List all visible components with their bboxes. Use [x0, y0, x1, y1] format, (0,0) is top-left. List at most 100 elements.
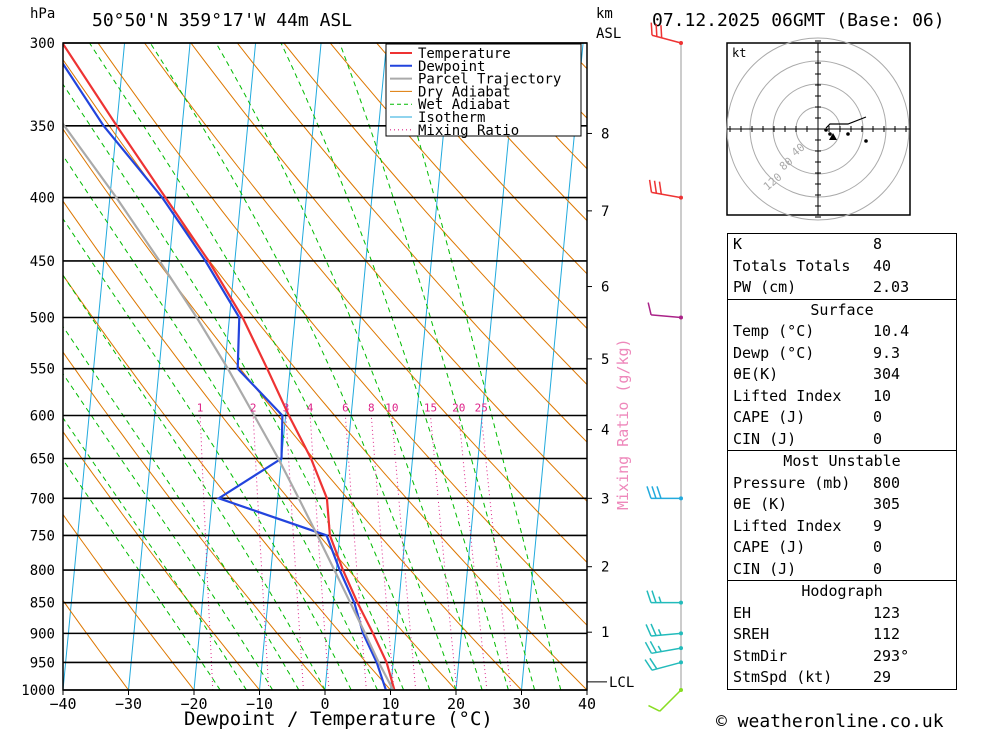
- pressure-tick-label: 1000: [21, 683, 55, 699]
- height-tick-label: 8: [601, 126, 609, 142]
- wind-barb: [648, 179, 683, 200]
- hodograph-point: [864, 139, 868, 143]
- pressure-tick-label: 550: [30, 362, 55, 378]
- pressure-tick-label: 950: [30, 655, 55, 671]
- legend-entry: Mixing Ratio: [418, 123, 519, 139]
- wind-barb-flag: [647, 302, 652, 316]
- isotherm-line: [390, 43, 453, 690]
- mixing-ratio-tick-label: 10: [385, 401, 398, 414]
- pressure-tick-label: 500: [30, 311, 55, 327]
- x-tick-label: −10: [246, 695, 273, 713]
- index-row: θE(K) 304: [733, 365, 901, 383]
- wind-barb-flag: [650, 22, 653, 36]
- isotherm-line: [455, 43, 519, 690]
- wind-barb: [644, 657, 683, 671]
- pressure-tick-label: 800: [30, 563, 55, 579]
- height-tick-label: 7: [601, 204, 609, 220]
- legend-entry: Parcel Trajectory: [418, 72, 561, 88]
- mixing-ratio-tick-label: 2: [250, 401, 257, 414]
- wind-barb-flag: [644, 641, 653, 654]
- index-row: θE (K) 305: [733, 495, 901, 513]
- temperature-line: [63, 43, 396, 690]
- pressure-tick-label: 300: [30, 36, 55, 52]
- dry-adiabat-line: [329, 43, 587, 330]
- height-reference-label: ASL: [596, 26, 622, 42]
- wind-barb-flag: [653, 180, 658, 194]
- legend-entry: Dewpoint: [418, 59, 485, 75]
- x-tick-label: 0: [320, 695, 329, 713]
- mixing-ratio-axis-label: Mixing Ratio (g/kg): [614, 338, 632, 510]
- wind-barb-flag: [656, 486, 662, 499]
- index-row: Totals Totals 40: [733, 256, 892, 275]
- isotherm-line: [128, 43, 191, 690]
- height-tick-label: 5: [601, 352, 609, 368]
- hodograph-point: [828, 132, 832, 136]
- mixing-ratio-line: [430, 415, 458, 690]
- mixing-ratio-line: [285, 415, 304, 690]
- forecast-datetime: 07.12.2025 06GMT (Base: 06): [652, 10, 945, 31]
- mixing-ratio-line: [252, 415, 270, 690]
- index-row: SREH 112: [733, 625, 901, 643]
- index-row: CIN (J) 0: [733, 559, 883, 578]
- wind-barb-flag: [648, 704, 661, 712]
- wind-barb-flag: [646, 590, 652, 603]
- pressure-tick-label: 750: [30, 528, 55, 544]
- index-row: CAPE (J) 0: [733, 408, 883, 426]
- x-tick-label: −20: [180, 695, 207, 713]
- site-credit: © weatheronline.co.uk: [716, 711, 944, 732]
- x-tick-label: 40: [578, 695, 596, 713]
- wind-barb: [647, 302, 683, 320]
- wind-barb-shaft: [651, 647, 682, 655]
- dry-adiabat-line: [283, 43, 587, 386]
- dry-adiabat-line: [422, 43, 587, 222]
- legend-box: [385, 43, 582, 137]
- wind-barb-flag: [648, 179, 653, 193]
- pressure-unit-label: hPa: [30, 6, 56, 22]
- hodograph-unit-label: kt: [732, 46, 746, 60]
- x-tick-label: −40: [49, 695, 76, 713]
- legend-entry: Wet Adiabat: [418, 97, 511, 113]
- wind-barb-flag: [650, 623, 657, 636]
- pressure-tick-label: 850: [30, 596, 55, 612]
- legend-entry: Isotherm: [418, 110, 485, 126]
- height-tick-label: 1: [601, 625, 609, 641]
- section-title: Surface: [810, 300, 874, 319]
- height-tick-label: 6: [601, 280, 609, 296]
- legend-entry: Temperature: [418, 46, 511, 62]
- wind-barb-flag: [651, 486, 657, 499]
- index-row: StmDir 293°: [733, 646, 910, 665]
- hodograph-point: [824, 128, 828, 132]
- pressure-tick-label: 400: [30, 191, 55, 207]
- wet-adiabat-line: [89, 43, 431, 690]
- index-row: Temp (°C) 10.4: [733, 322, 910, 340]
- mixing-ratio-line: [344, 415, 367, 690]
- dry-adiabat-line: [63, 128, 522, 690]
- wet-adiabat-line: [339, 43, 536, 690]
- wind-barb-flag: [645, 624, 652, 637]
- wind-barb-half-flag: [657, 629, 662, 636]
- index-row: CAPE (J) 0: [733, 538, 883, 556]
- height-tick-label: 2: [601, 560, 609, 576]
- height-tick-label: 4: [601, 423, 609, 439]
- mixing-ratio-tick-label: 20: [452, 401, 465, 414]
- wind-barb: [646, 486, 683, 501]
- height-tick-label: 3: [601, 491, 609, 507]
- index-row: StmSpd (kt) 29: [733, 668, 892, 686]
- mixing-ratio-tick-label: 15: [424, 401, 437, 414]
- wind-barb-flag: [649, 657, 658, 670]
- wind-barb-flag: [646, 486, 652, 499]
- surface-indices: Surface Temp (°C) 10.4 Dewp (°C) 9.3 θE(K)…: [728, 298, 956, 451]
- pressure-tick-label: 700: [30, 491, 55, 507]
- mixing-ratio-tick-label: 8: [368, 401, 375, 414]
- mixing-ratio-tick-label: 1: [197, 401, 204, 414]
- mixing-ratio-tick-label: 25: [475, 401, 488, 414]
- wind-barb-flag: [655, 23, 658, 37]
- station-location: 50°50'N 359°17'W 44m ASL: [92, 10, 353, 31]
- isotherm-line: [193, 43, 257, 690]
- legend-entry: Dry Adiabat: [418, 84, 511, 100]
- isotherm-line: [259, 43, 322, 690]
- wind-barb-half-flag: [658, 596, 662, 603]
